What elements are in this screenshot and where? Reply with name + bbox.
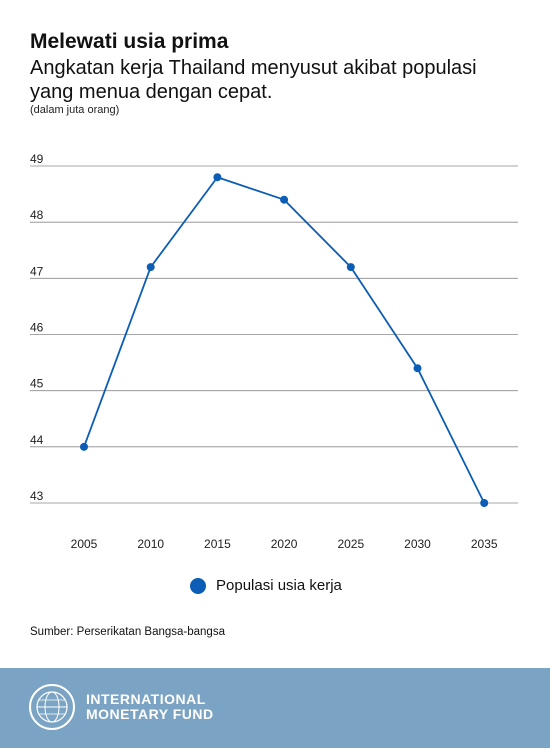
data-point	[413, 364, 422, 373]
data-point	[146, 263, 155, 272]
data-point	[346, 263, 355, 272]
x-tick-label: 2030	[404, 537, 431, 551]
y-tick-label: 46	[30, 321, 44, 335]
data-point	[480, 499, 489, 507]
chart-subtitle: Angkatan kerja Thailand menyusut akibat …	[30, 57, 477, 103]
legend: Populasi usia kerja	[190, 577, 342, 594]
x-tick-label: 2035	[471, 537, 498, 551]
wordmark-line-1: INTERNATIONAL	[86, 691, 206, 707]
footer-band: INTERNATIONAL MONETARY FUND	[0, 668, 550, 748]
imf-wordmark: INTERNATIONAL MONETARY FUND	[86, 692, 214, 722]
wordmark-line-2: MONETARY FUND	[86, 706, 214, 722]
series-line	[83, 176, 486, 504]
y-tick-label: 43	[30, 489, 44, 503]
data-point	[280, 195, 289, 204]
legend-label: Populasi usia kerja	[216, 577, 342, 594]
data-point	[80, 442, 88, 451]
x-tick-label: 2005	[71, 537, 98, 551]
y-tick-label: 47	[30, 264, 44, 278]
x-tick-label: 2020	[271, 537, 298, 551]
source-note: Sumber: Perserikatan Bangsa-bangsa	[30, 626, 225, 638]
y-tick-label: 49	[30, 152, 44, 166]
line-chart: 43 44 45 46 47 48 49 2005 2010 2015 2020 2025 2030 20…	[30, 152, 518, 551]
chart-title: Melewati usia prima	[30, 30, 229, 53]
y-tick-label: 45	[30, 377, 44, 391]
x-tick-label: 2015	[204, 537, 231, 551]
imf-seal-icon	[29, 684, 75, 730]
data-point	[213, 173, 222, 182]
x-tick-label: 2010	[137, 537, 164, 551]
y-tick-label: 48	[30, 208, 44, 222]
unit-note: (dalam juta orang)	[30, 104, 120, 116]
x-tick-label: 2025	[337, 537, 364, 551]
legend-marker	[190, 577, 206, 594]
y-tick-label: 44	[30, 433, 44, 447]
